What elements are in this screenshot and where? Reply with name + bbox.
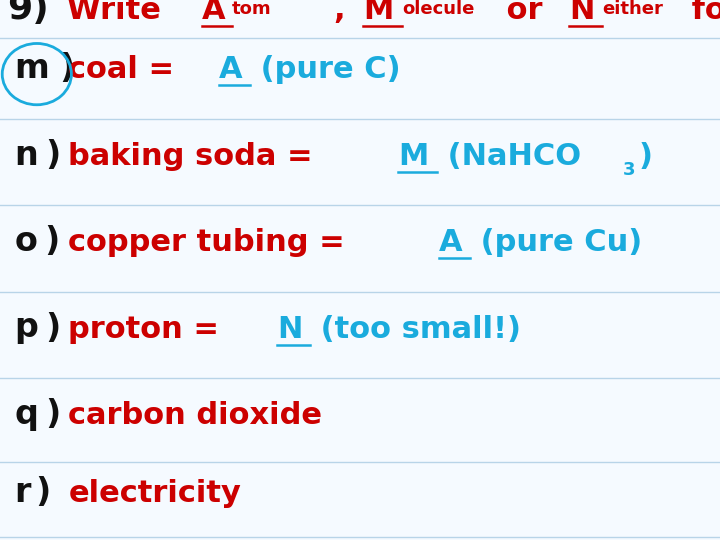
Text: (too small!): (too small!) — [310, 314, 521, 343]
Text: for each!: for each! — [680, 0, 720, 25]
Text: (NaHCO: (NaHCO — [437, 141, 581, 171]
Text: either: either — [602, 0, 663, 17]
Text: ): ) — [35, 476, 51, 509]
Text: baking soda =: baking soda = — [68, 141, 324, 171]
Text: r: r — [14, 476, 31, 509]
Text: coal =: coal = — [68, 55, 185, 84]
Text: ): ) — [44, 225, 59, 258]
Text: or: or — [495, 0, 553, 25]
Text: copper tubing =: copper tubing = — [68, 228, 356, 257]
Text: p: p — [14, 312, 38, 345]
Text: (pure Cu): (pure Cu) — [469, 228, 642, 257]
Text: tom: tom — [232, 0, 271, 17]
Text: ): ) — [639, 141, 653, 171]
Text: 9): 9) — [7, 0, 49, 26]
Text: proton =: proton = — [68, 314, 230, 343]
Text: N: N — [277, 314, 302, 343]
Text: ): ) — [59, 52, 74, 85]
Text: o: o — [14, 225, 37, 258]
Text: (pure C): (pure C) — [250, 55, 400, 84]
Text: m: m — [14, 52, 49, 85]
Text: A: A — [202, 0, 225, 25]
Text: ): ) — [45, 139, 60, 172]
Text: Write: Write — [67, 0, 171, 25]
Text: electricity: electricity — [68, 479, 241, 508]
Text: M: M — [397, 141, 428, 171]
Text: olecule: olecule — [402, 0, 474, 17]
Text: 3: 3 — [623, 161, 636, 179]
Text: A: A — [439, 228, 463, 257]
Text: A: A — [219, 55, 243, 84]
Text: ,: , — [334, 0, 356, 25]
Text: N: N — [570, 0, 595, 25]
Text: q: q — [14, 398, 38, 431]
Text: M: M — [363, 0, 394, 25]
Text: ): ) — [45, 398, 60, 431]
Text: n: n — [14, 139, 38, 172]
Text: carbon dioxide: carbon dioxide — [68, 401, 323, 430]
Text: ): ) — [45, 312, 60, 345]
